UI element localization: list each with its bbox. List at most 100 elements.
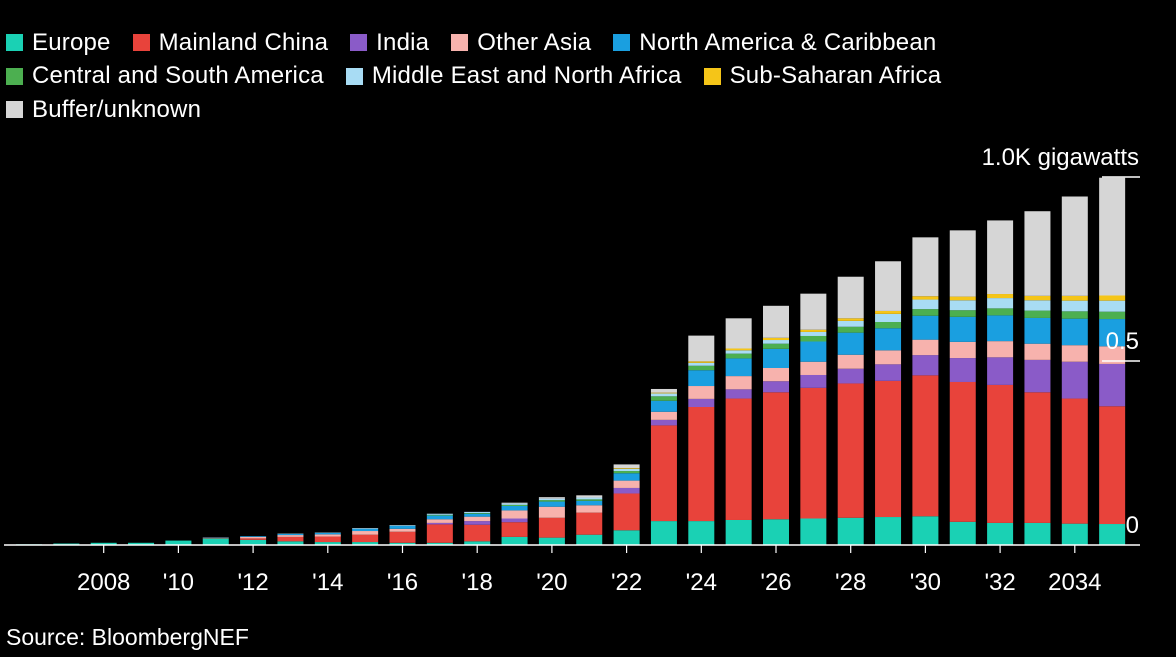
bar-segment	[800, 293, 827, 330]
bar-segment	[875, 261, 902, 311]
bar-segment	[501, 503, 528, 505]
bar-segment	[576, 495, 603, 498]
legend-row: Central and South America Middle East and…	[6, 60, 1166, 94]
bar-segment	[240, 539, 267, 545]
bar-segment	[1099, 406, 1126, 525]
bar-segment	[538, 517, 565, 538]
bar-segment	[725, 519, 752, 545]
bar-segment	[501, 504, 528, 506]
bar-segment	[688, 370, 715, 387]
legend-swatch	[350, 34, 368, 52]
legend: Europe Mainland China India Other Asia North…	[6, 26, 1166, 127]
legend-label: India	[376, 28, 430, 56]
bar-segment	[987, 308, 1014, 316]
bar-segment	[763, 392, 789, 520]
x-tick-label: '26	[760, 569, 791, 596]
bar-segment	[1099, 524, 1126, 545]
bar-segment	[949, 230, 976, 297]
bar-segment	[1024, 295, 1051, 301]
bar-segment	[912, 375, 939, 517]
bar-segment	[389, 531, 416, 543]
x-tick-label: 2034	[1048, 569, 1101, 596]
legend-swatch	[703, 67, 721, 85]
bar-segment	[1061, 398, 1088, 524]
bar-segment	[576, 497, 603, 500]
bar-segment	[987, 315, 1014, 342]
x-tick-label: '32	[984, 569, 1015, 596]
bar-segment	[763, 305, 789, 338]
bar-segment	[875, 517, 902, 545]
bar-segment	[912, 339, 939, 356]
bar-segment	[389, 525, 416, 529]
bar-segment	[426, 514, 453, 516]
bar-segment	[538, 501, 565, 507]
bar-segment	[650, 393, 677, 397]
bar-segment	[277, 535, 304, 537]
bar-segment	[837, 354, 864, 369]
bar-segment	[90, 542, 117, 545]
bar-segment	[1024, 392, 1051, 523]
bar-segment	[576, 499, 603, 501]
bar-segment	[725, 389, 752, 399]
bar-segment	[688, 398, 715, 407]
bar-segment	[1099, 319, 1126, 347]
bar-segment	[987, 522, 1014, 545]
bar-segment	[875, 313, 902, 322]
x-tick-label: '18	[462, 569, 493, 596]
y-tick-label: 1.0K gigawatts	[982, 144, 1139, 171]
bar-segment	[464, 524, 491, 542]
bar-segment	[650, 392, 677, 394]
bar-segment	[426, 542, 453, 545]
bar-segment	[202, 537, 229, 539]
bar-segment	[763, 381, 789, 393]
legend-item: Mainland China	[132, 29, 329, 57]
bar-segment	[949, 316, 976, 342]
bar-segment	[837, 368, 864, 384]
bar-segment	[949, 296, 976, 301]
bar-segment	[464, 511, 491, 513]
bar-segment	[688, 521, 715, 545]
legend-row: Buffer/unknown	[6, 93, 1166, 127]
legend-item: Central and South America	[6, 62, 324, 90]
bar-segment	[464, 541, 491, 545]
bar-segment	[1061, 345, 1088, 362]
bar-segment	[725, 353, 752, 359]
bar-segment	[912, 237, 939, 297]
bar-segment	[1099, 363, 1126, 407]
bar-segment	[314, 536, 341, 543]
bar-segment	[800, 518, 827, 545]
bar-segment	[725, 350, 752, 354]
bar-segment	[426, 522, 453, 525]
bar-segment	[650, 388, 677, 393]
bar-segment	[501, 518, 528, 523]
bar-segment	[501, 522, 528, 537]
bar-segment	[800, 387, 827, 519]
bar-segment	[688, 362, 715, 366]
x-tick-label: '12	[237, 569, 268, 596]
bar-segment	[912, 516, 939, 545]
bar-segment	[389, 542, 416, 545]
bar-segment	[1099, 346, 1126, 364]
bar-segment	[875, 328, 902, 351]
bar-segment	[1099, 300, 1126, 312]
bar-segment	[1024, 343, 1051, 360]
bar-segment	[949, 358, 976, 382]
legend-swatch	[451, 34, 469, 52]
bar-segment	[1061, 295, 1088, 301]
bar-segment	[464, 516, 491, 522]
bar-segment	[688, 407, 715, 522]
bar-segment	[1024, 300, 1051, 311]
legend-label: Middle East and North Africa	[371, 62, 682, 90]
bar-segment	[912, 315, 939, 340]
legend-swatch	[6, 34, 23, 52]
bar-segment	[128, 542, 155, 545]
bar-segment	[987, 341, 1014, 358]
bar-segment	[650, 396, 677, 401]
bar-segment	[613, 464, 640, 469]
x-tick-label: '22	[611, 569, 642, 596]
bar-segment	[688, 361, 715, 363]
bar-segment	[800, 335, 827, 342]
bar-segment	[501, 502, 528, 504]
bar-segment	[1061, 300, 1088, 312]
